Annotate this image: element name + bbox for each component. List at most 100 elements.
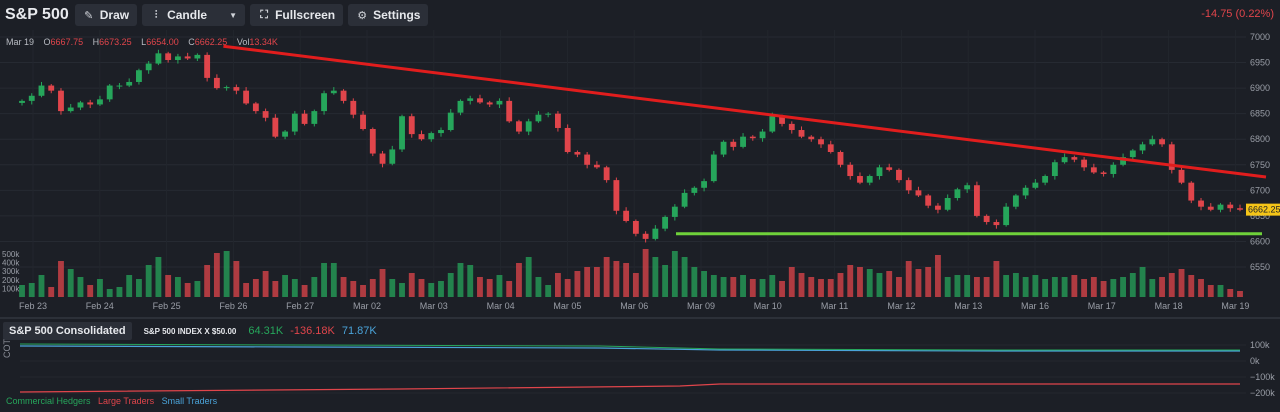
volume-bar	[1042, 279, 1049, 297]
volume-bar	[642, 249, 649, 297]
candle-body	[477, 98, 483, 103]
candle-body	[369, 129, 376, 154]
price-tick-label: 6750	[1250, 160, 1270, 170]
candle-body	[19, 100, 25, 103]
volume-bar	[438, 281, 444, 297]
candle-body	[1032, 182, 1039, 188]
volume-bar	[935, 255, 941, 297]
candle-body	[174, 56, 181, 60]
candlesticks	[19, 49, 1243, 243]
volume-bar	[145, 265, 152, 297]
candle-icon: ⫶	[154, 8, 158, 21]
close-label: C	[188, 37, 195, 47]
candle-body	[935, 205, 941, 210]
cot-large-traders-line	[19, 383, 1240, 393]
candle-body	[428, 133, 435, 140]
time-tick-label: Mar 06	[620, 301, 648, 311]
candle-body	[1042, 176, 1049, 183]
fullscreen-icon: ⛶	[260, 8, 268, 21]
volume-bar	[691, 267, 698, 297]
candle-body	[291, 113, 298, 132]
volume-bar	[38, 275, 45, 297]
fullscreen-button[interactable]: ⛶ Fullscreen	[250, 4, 344, 26]
candle-body	[165, 53, 172, 60]
volume-bar	[252, 279, 259, 297]
candle-body	[769, 116, 776, 132]
candle-body	[350, 100, 357, 115]
open-label: O	[43, 37, 51, 47]
candle-body	[574, 152, 581, 155]
candle-body	[1022, 187, 1029, 196]
candle-body	[58, 90, 64, 112]
candle-body	[876, 167, 883, 177]
candle-body	[87, 102, 94, 105]
candle-body	[77, 102, 84, 108]
volume-bar	[759, 279, 766, 297]
volume-bar	[184, 283, 191, 297]
candle-body	[1139, 144, 1146, 151]
price-tick-label: 6800	[1250, 134, 1270, 144]
candle-body	[691, 187, 698, 193]
candle-body	[136, 70, 142, 82]
volume-bar	[818, 279, 824, 297]
candle-body	[603, 167, 610, 181]
volume-bar	[1081, 279, 1088, 297]
draw-button[interactable]: ✎ Draw	[74, 4, 138, 26]
chevron-down-icon: ▼	[229, 10, 238, 20]
candle-body	[223, 87, 230, 89]
candle-body	[1003, 206, 1010, 226]
legend-small: Small Traders	[161, 396, 218, 406]
volume-bar	[399, 283, 405, 297]
volume-bar	[467, 265, 474, 297]
volume-bar	[291, 279, 298, 297]
volume-bar	[857, 267, 863, 297]
low-label: L	[141, 37, 147, 47]
volume-bar	[1061, 277, 1068, 297]
candle-body	[564, 127, 571, 152]
cot-commercial-value: 64.31K	[248, 325, 284, 337]
candle-body	[184, 56, 191, 59]
volume-bar	[1012, 273, 1019, 297]
price-tick-label: 7000	[1250, 32, 1270, 42]
candle-body	[486, 102, 493, 105]
price-tick-label: 6900	[1250, 83, 1270, 93]
volume-bar	[798, 273, 805, 297]
volume-bar	[554, 273, 561, 297]
chart-type-select[interactable]: ⫶ Candle ▼	[142, 4, 246, 26]
price-tick-label: 6700	[1250, 185, 1270, 195]
cot-title[interactable]: S&P 500 Consolidated	[3, 322, 132, 340]
candle-body	[438, 130, 444, 134]
cot-tick-label: 100k	[1250, 340, 1270, 350]
candle-body	[905, 180, 912, 191]
volume-bars	[19, 249, 1243, 297]
candle-body	[204, 54, 211, 78]
candle-body	[593, 164, 600, 168]
candle-body	[311, 111, 318, 124]
volume-bar	[87, 285, 94, 297]
volume-bar	[77, 277, 84, 297]
settings-button[interactable]: ⚙ Settings	[348, 4, 429, 26]
volume-bar	[720, 277, 727, 297]
time-tick-label: Mar 05	[553, 301, 581, 311]
volume-bar	[535, 277, 542, 297]
candle-body	[213, 77, 220, 89]
volume-bar	[847, 265, 854, 297]
ohlc-readout: Mar 19 O6667.75 H6673.25 L6654.00 C6662.…	[6, 37, 278, 47]
volume-bar	[496, 275, 503, 297]
volume-bar	[623, 263, 630, 297]
volume-bar	[584, 267, 591, 297]
candle-body	[642, 233, 649, 239]
cot-legend: Commercial Hedgers Large Traders Small T…	[6, 396, 222, 406]
candle-body	[1149, 139, 1156, 145]
volume-bar	[1129, 273, 1136, 297]
volume-bar	[964, 275, 971, 297]
candle-body	[535, 114, 542, 122]
price-tick-label: 6550	[1250, 262, 1270, 272]
cot-tick-label: −200k	[1250, 388, 1275, 398]
candle-body	[740, 136, 746, 147]
volume-bar	[272, 281, 279, 297]
draw-label: Draw	[99, 8, 130, 22]
low-value: 6654.00	[146, 37, 179, 47]
time-tick-label: Mar 03	[420, 301, 448, 311]
